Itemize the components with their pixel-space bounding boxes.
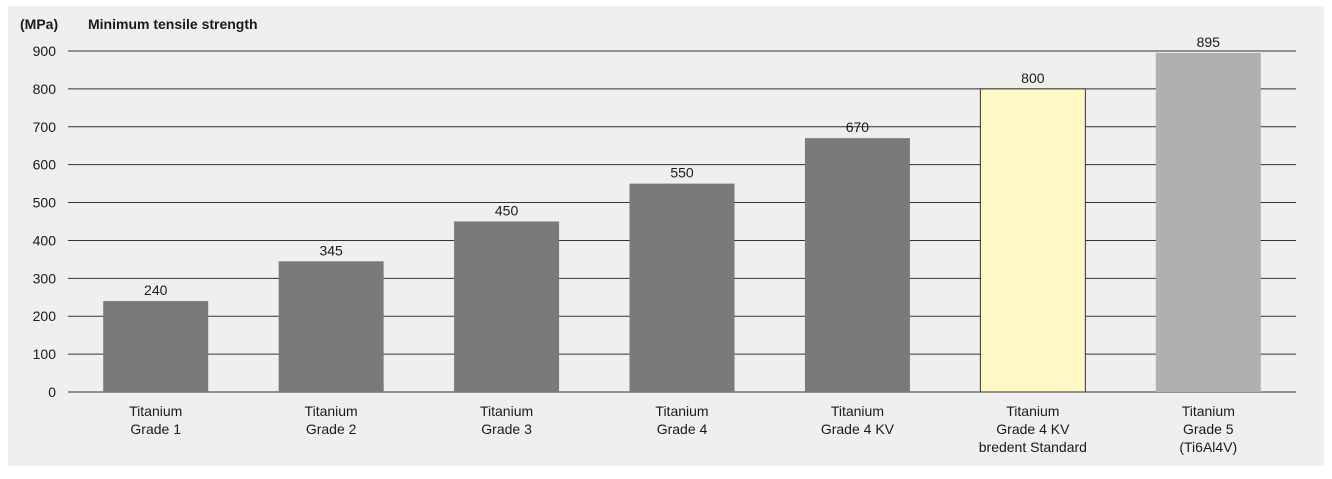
value-label: 800 bbox=[1021, 70, 1045, 86]
y-tick-label: 700 bbox=[33, 119, 57, 135]
value-label: 895 bbox=[1197, 34, 1221, 50]
value-label: 345 bbox=[319, 242, 343, 258]
y-tick-label: 600 bbox=[33, 157, 57, 173]
y-tick-label: 200 bbox=[33, 308, 57, 324]
bar bbox=[1155, 52, 1261, 393]
category-label-line: Grade 4 KV bbox=[821, 421, 895, 437]
bars bbox=[103, 52, 1261, 393]
y-tick-label: 800 bbox=[33, 81, 57, 97]
value-label: 240 bbox=[144, 282, 168, 298]
y-axis-label: (MPa) bbox=[20, 16, 58, 32]
y-tick-label: 300 bbox=[33, 270, 57, 286]
category-label-line: Titanium bbox=[305, 403, 358, 419]
category-label: Titanium Grade 1 bbox=[129, 403, 182, 437]
category-label-line: (Ti6Al4V) bbox=[1179, 439, 1237, 455]
category-label: Titanium Grade 5 (Ti6Al4V) bbox=[1179, 403, 1237, 455]
bar bbox=[629, 183, 735, 392]
y-tick-label: 0 bbox=[48, 384, 56, 400]
value-label: 670 bbox=[846, 119, 870, 135]
category-label-line: Grade 2 bbox=[306, 421, 357, 437]
category-label-line: Titanium bbox=[1182, 403, 1235, 419]
category-label-line: Titanium bbox=[480, 403, 533, 419]
value-label: 550 bbox=[670, 165, 694, 181]
category-label: Titanium Grade 4 KV bredent Standard bbox=[979, 403, 1087, 455]
category-label-line: Grade 4 KV bbox=[996, 421, 1070, 437]
bar bbox=[804, 138, 910, 392]
category-label-line: Grade 1 bbox=[130, 421, 181, 437]
y-tick-label: 100 bbox=[33, 346, 57, 362]
category-label: Titanium Grade 2 bbox=[305, 403, 358, 437]
category-label-line: bredent Standard bbox=[979, 439, 1087, 455]
bar bbox=[979, 88, 1086, 393]
bar bbox=[454, 221, 560, 392]
value-labels: 240 345 450 550 670 800 895 bbox=[144, 34, 1220, 298]
category-label: Titanium Grade 3 bbox=[480, 403, 533, 437]
y-tick-label: 500 bbox=[33, 195, 57, 211]
category-labels: Titanium Grade 1 Titanium Grade 2 Titanium Gr… bbox=[129, 403, 1237, 455]
category-label-line: Titanium bbox=[831, 403, 884, 419]
category-label-line: Titanium bbox=[129, 403, 182, 419]
y-tick-label: 400 bbox=[33, 232, 57, 248]
category-label-line: Titanium bbox=[655, 403, 708, 419]
category-label-line: Grade 4 bbox=[657, 421, 708, 437]
category-label: Titanium Grade 4 KV bbox=[821, 403, 895, 437]
category-label-line: Titanium bbox=[1006, 403, 1059, 419]
category-label-line: Grade 5 bbox=[1183, 421, 1234, 437]
value-label: 450 bbox=[495, 203, 519, 219]
bar bbox=[103, 301, 209, 392]
bar bbox=[278, 261, 384, 392]
chart-title: Minimum tensile strength bbox=[88, 16, 258, 32]
y-tick-label: 900 bbox=[33, 43, 57, 59]
y-tick-labels: 0 100 200 300 400 500 600 700 800 900 bbox=[33, 43, 57, 400]
category-label: Titanium Grade 4 bbox=[655, 403, 708, 437]
category-label-line: Grade 3 bbox=[481, 421, 532, 437]
